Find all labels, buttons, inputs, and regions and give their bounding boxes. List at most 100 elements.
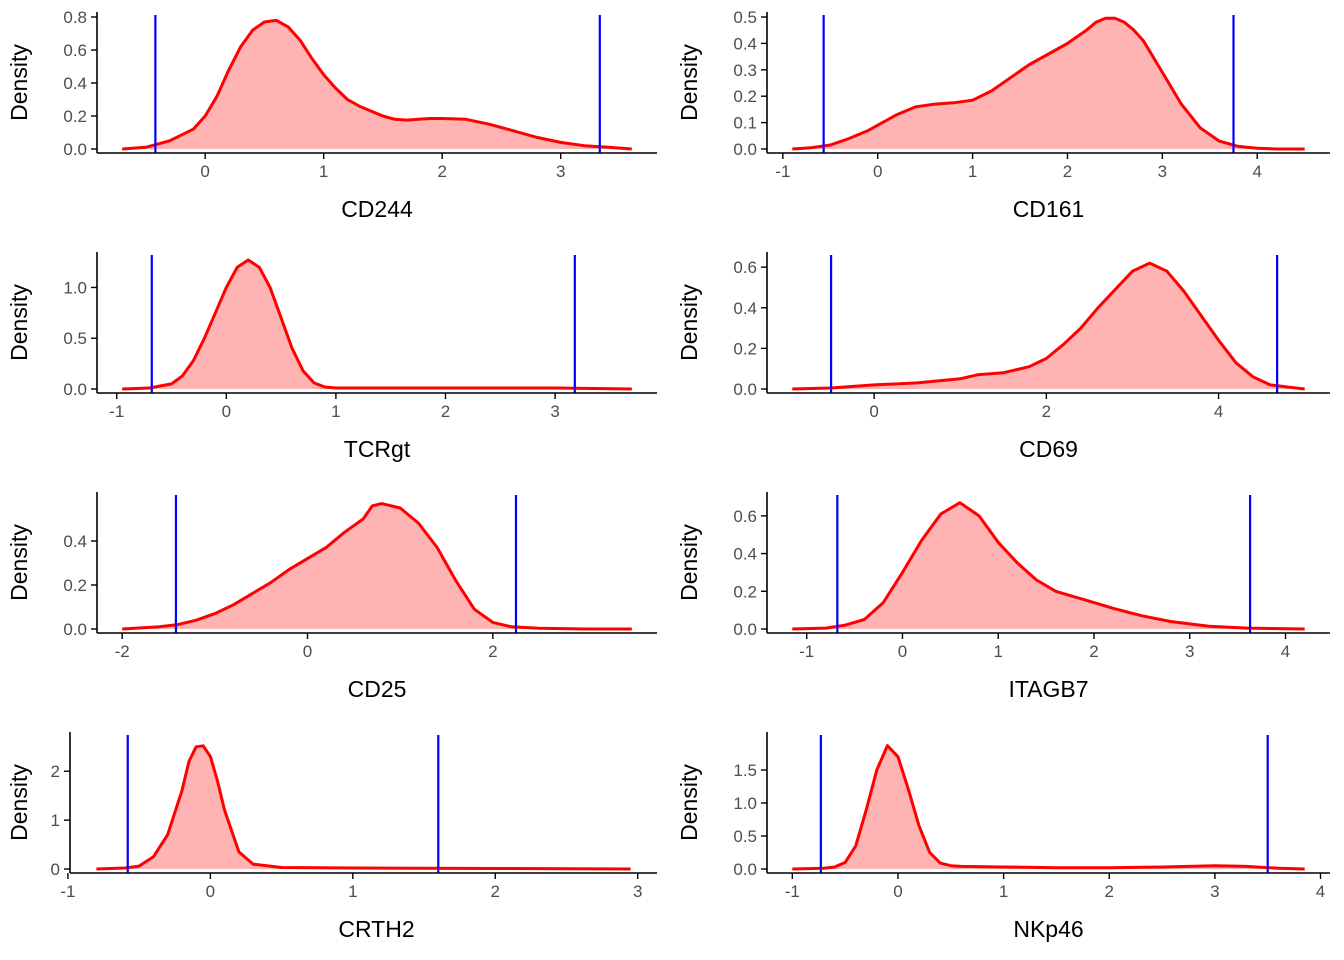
y-tick-label: 0.5 (733, 8, 757, 27)
y-tick-label: 0.0 (63, 140, 87, 159)
density-line (122, 258, 632, 391)
x-axis-title: CD244 (341, 196, 413, 222)
density-panel-cd69: 0 2 4 0.0 0.2 0.4 0.6 CD69 Density (676, 252, 1330, 462)
y-tick-label: 0.5 (733, 827, 757, 846)
x-axis-title: ITAGB7 (1008, 676, 1088, 702)
x-axis-title: NKp46 (1013, 916, 1083, 942)
x-tick-label: 2 (1089, 642, 1098, 661)
x-tick-label: -1 (109, 402, 124, 421)
density-area (792, 745, 1305, 869)
y-tick-label: 0.6 (63, 41, 87, 60)
x-tick-label: 2 (1105, 882, 1114, 901)
density-panel-cd244: 0 1 2 3 0.0 0.2 0.4 0.6 0.8 CD244 Density (6, 8, 657, 222)
y-tick-label: 0.0 (733, 860, 757, 879)
y-tick-label: 0.4 (63, 532, 87, 551)
x-tick-label: 1 (999, 882, 1008, 901)
density-line (792, 744, 1305, 871)
density-area (792, 18, 1305, 149)
y-axis-title: Density (676, 284, 702, 361)
x-tick-label: 2 (488, 642, 497, 661)
density-area (122, 503, 632, 629)
density-area (122, 20, 632, 149)
y-tick-label: 0.2 (733, 339, 757, 358)
y-axis-title: Density (6, 44, 32, 121)
density-line (96, 744, 631, 871)
x-tick-label: 0 (873, 162, 882, 181)
density-line (122, 502, 632, 631)
x-tick-label: -1 (799, 642, 814, 661)
y-tick-label: 0.3 (733, 61, 757, 80)
x-tick-label: 3 (1210, 882, 1219, 901)
y-tick-label: 0.6 (733, 507, 757, 526)
x-tick-label: 4 (1252, 162, 1261, 181)
y-tick-label: 0.2 (63, 576, 87, 595)
y-tick-label: 0.2 (733, 582, 757, 601)
y-tick-label: 0.0 (63, 380, 87, 399)
x-tick-label: 3 (1158, 162, 1167, 181)
density-line (792, 261, 1305, 391)
x-axis-title: CD69 (1019, 436, 1078, 462)
density-area (96, 745, 631, 869)
x-tick-label: 3 (1185, 642, 1194, 661)
x-tick-label: -1 (60, 882, 75, 901)
x-axis-title: CRTH2 (338, 916, 414, 942)
x-axis-title: TCRgt (344, 436, 411, 462)
y-tick-label: 0 (51, 860, 60, 879)
x-tick-label: -1 (775, 162, 790, 181)
y-tick-label: 0.4 (733, 34, 757, 53)
y-tick-label: 1.0 (63, 278, 87, 297)
y-tick-label: 0.8 (63, 8, 87, 27)
x-tick-label: 2 (437, 162, 446, 181)
x-tick-label: 1 (331, 402, 340, 421)
x-tick-label: 2 (491, 882, 500, 901)
y-axis-title: Density (676, 524, 702, 601)
x-tick-label: 2 (1063, 162, 1072, 181)
x-tick-label: 0 (206, 882, 215, 901)
density-panel-cd25: -2 0 2 0.0 0.2 0.4 CD25 Density (6, 492, 657, 702)
x-tick-label: 4 (1316, 882, 1325, 901)
y-tick-label: 0.0 (733, 140, 757, 159)
x-tick-label: 0 (893, 882, 902, 901)
density-line (792, 16, 1305, 151)
density-panel-nkp46: -1 0 1 2 3 4 0.0 0.5 1.0 1.5 NKp46 Density (676, 732, 1330, 942)
x-tick-label: 2 (441, 402, 450, 421)
x-tick-label: 2 (1042, 402, 1051, 421)
density-panel-tcrgt: -1 0 1 2 3 0.0 0.5 1.0 TCRgt Density (6, 252, 657, 462)
x-axis-title: CD161 (1013, 196, 1085, 222)
x-tick-label: 4 (1281, 642, 1290, 661)
y-tick-label: 0.0 (733, 380, 757, 399)
density-line (792, 501, 1305, 631)
y-tick-label: 0.1 (733, 114, 757, 133)
x-tick-label: 3 (633, 882, 642, 901)
y-tick-label: 0.2 (733, 87, 757, 106)
x-tick-label: 3 (550, 402, 559, 421)
x-tick-label: 0 (869, 402, 878, 421)
x-axis-title: CD25 (348, 676, 407, 702)
x-tick-label: 0 (200, 162, 209, 181)
y-tick-label: 0.5 (63, 329, 87, 348)
y-tick-label: 0.2 (63, 107, 87, 126)
y-axis-title: Density (676, 764, 702, 841)
x-tick-label: 0 (222, 402, 231, 421)
x-tick-label: 1 (968, 162, 977, 181)
y-tick-label: 0.0 (63, 620, 87, 639)
x-tick-label: 1 (993, 642, 1002, 661)
density-area (122, 260, 632, 389)
density-panel-cd161: -1 0 1 2 3 4 0.0 0.1 0.2 0.3 0.4 0.5 CD161 Density (676, 8, 1330, 222)
y-tick-label: 1 (51, 811, 60, 830)
y-tick-label: 1.5 (733, 761, 757, 780)
x-tick-label: 1 (319, 162, 328, 181)
y-tick-label: 0.4 (733, 545, 757, 564)
y-tick-label: 0.0 (733, 620, 757, 639)
x-tick-label: 4 (1214, 402, 1223, 421)
y-tick-label: 1.0 (733, 794, 757, 813)
y-tick-label: 0.6 (733, 258, 757, 277)
density-area (792, 502, 1305, 629)
x-tick-label: 1 (348, 882, 357, 901)
y-axis-title: Density (6, 284, 32, 361)
x-tick-label: -2 (115, 642, 130, 661)
density-area (792, 263, 1305, 389)
y-tick-label: 0.4 (733, 299, 757, 318)
